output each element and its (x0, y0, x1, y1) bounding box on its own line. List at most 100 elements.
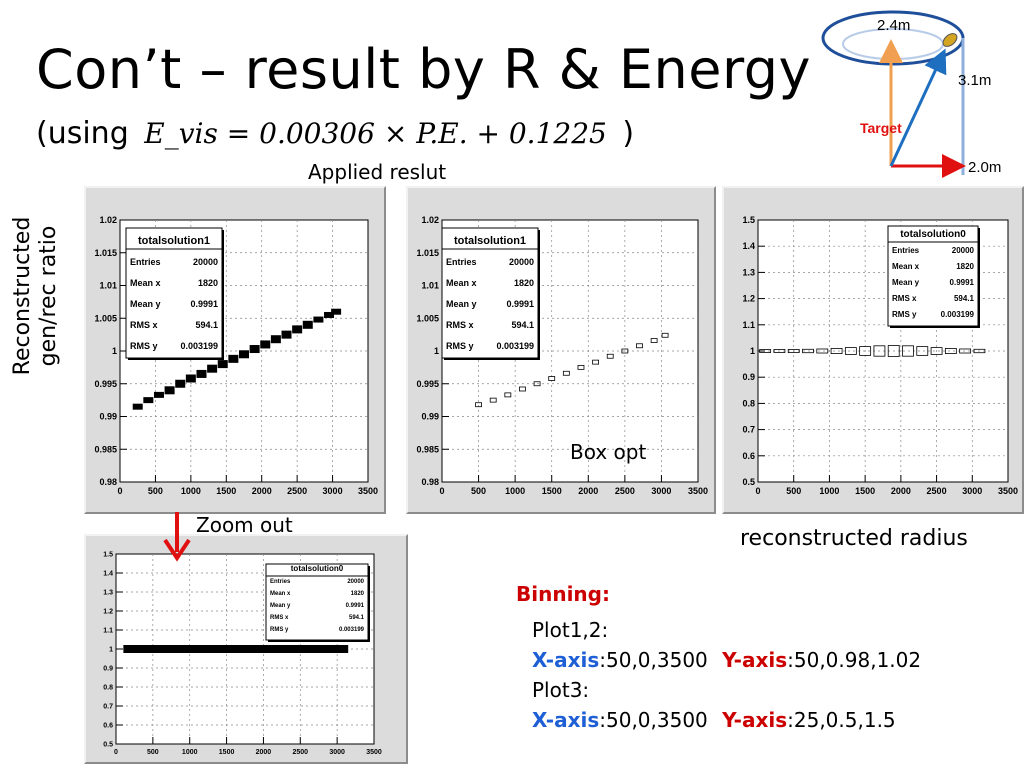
y-tick-label: 0.985 (94, 444, 117, 454)
stats-row-value: 0.9991 (950, 278, 975, 287)
plot-panel-3: 0 500 1000 1500 2000 2500 3000 3500 0.5 0.6 0.7 0.8… (722, 186, 1024, 514)
y-tick-label: 0.99 (99, 412, 117, 422)
x-tick-label: 0 (755, 486, 760, 496)
y-tick-label: 0.5 (742, 477, 755, 487)
data-point (132, 403, 143, 410)
x-tick-label: 2500 (292, 749, 308, 756)
stats-row-value: 594.1 (349, 615, 365, 621)
x-tick-label: 2500 (927, 486, 947, 496)
stats-box-title: totalsolution1 (454, 235, 526, 247)
stats-row-label: Entries (270, 579, 291, 585)
data-point (519, 386, 526, 392)
data-point (302, 320, 313, 329)
data-point (175, 379, 186, 388)
data-point (489, 397, 497, 403)
x-tick-label: 3500 (998, 486, 1018, 496)
y-axis-title-line2: gen/rec ratio (36, 225, 61, 367)
y-tick-label: 1 (109, 646, 113, 653)
x-tick-label: 0 (114, 749, 118, 756)
data-point (281, 330, 292, 339)
x-tick-label: 2500 (615, 486, 635, 496)
data-point (859, 346, 872, 356)
stats-row-value: 20000 (193, 257, 218, 267)
binning-heading: Binning: (516, 582, 610, 606)
data-point (475, 402, 482, 408)
data-point (313, 316, 324, 323)
stats-row-label: Mean y (446, 299, 477, 309)
y-axis-title-line1: Reconstructed (10, 216, 35, 376)
stats-row-label: Mean y (892, 278, 920, 287)
data-point (143, 397, 154, 404)
x-tick-label: 3000 (651, 486, 671, 496)
y-tick-label: 1 (750, 346, 755, 356)
plot-3-svg: 0 500 1000 1500 2000 2500 3000 3500 0.5 0.6 0.7 0.8… (742, 215, 1018, 496)
y-tick-label: 0.5 (103, 741, 113, 748)
y-tick-label: 1.02 (99, 215, 117, 225)
detector-geometry-diagram: 2.4m 3.1m Target 2.0m (821, 10, 1001, 178)
x-tick-label: 2000 (891, 486, 911, 496)
subtitle-prefix: (using (36, 116, 129, 151)
x-tick-label: 2000 (256, 749, 272, 756)
diagonal-arrow (889, 48, 947, 167)
height-label: 3.1m (958, 72, 991, 89)
stats-row-value: 594.1 (195, 320, 218, 330)
y-tick-label: 1.1 (742, 320, 755, 330)
x-tick-label: 2000 (252, 486, 272, 496)
x-tick-label: 3500 (366, 749, 382, 756)
stats-row-value: 0.003199 (339, 627, 365, 633)
x-axis-title: reconstructed radius (740, 526, 968, 551)
data-point (196, 369, 207, 378)
data-point (592, 359, 600, 365)
y-tick-label: 0.6 (742, 451, 755, 461)
page-title: Con’t – result by R & Energy (36, 38, 811, 101)
x-tick-label: 3000 (323, 486, 343, 496)
stats-row-value: 20000 (347, 579, 364, 585)
y-tick-label: 1 (434, 346, 439, 356)
y-tick-label: 0.99 (421, 412, 439, 422)
x-tick-label: 2000 (578, 486, 598, 496)
stats-box (125, 227, 223, 359)
x-tick-label: 500 (147, 749, 159, 756)
y-axis-title: Reconstructed gen/rec ratio (10, 186, 62, 406)
x-tick-label: 0 (117, 486, 122, 496)
data-point (621, 348, 629, 354)
stats-row-value: 20000 (509, 257, 534, 267)
y-tick-label: 1.5 (742, 215, 755, 225)
data-point (249, 345, 260, 354)
data-point (650, 338, 658, 343)
data-point (944, 348, 957, 354)
data-band (123, 645, 349, 653)
data-point (759, 349, 772, 353)
data-point (606, 353, 614, 359)
plot-2-svg: 0 500 1000 1500 2000 2500 3000 3500 0.98 0.985 0.9… (416, 215, 708, 496)
box-opt-label: Box opt (570, 440, 647, 464)
y-tick-label: 1.2 (103, 608, 113, 615)
stats-row-label: RMS x (270, 615, 289, 621)
stats-row-value: 0.9991 (506, 299, 534, 309)
stats-row-value: 0.003199 (180, 341, 218, 351)
data-point (270, 335, 281, 344)
data-point (787, 349, 800, 353)
y-tick-label: 1 (112, 346, 117, 356)
stats-row-value: 0.9991 (190, 299, 218, 309)
stats-row-label: RMS y (270, 627, 289, 633)
data-point (548, 376, 556, 381)
stats-row-value: 1820 (351, 591, 365, 597)
subtitle-suffix: ) (622, 116, 635, 151)
stats-row-label: RMS y (892, 310, 917, 319)
x-tick-label: 1500 (855, 486, 875, 496)
y-tick-label: 1.01 (99, 281, 117, 291)
y-tick-label: 1.005 (416, 313, 439, 323)
stats-box (441, 227, 539, 359)
data-point (902, 345, 914, 357)
y-tick-label: 1.015 (416, 248, 439, 258)
top-length-label: 2.4m (877, 17, 910, 34)
x-tick-label: 0 (439, 486, 444, 496)
zoom-down-arrow-icon (163, 512, 191, 562)
y-tick-label: 0.985 (416, 444, 439, 454)
stats-row-label: Mean x (270, 591, 291, 597)
y-tick-label: 0.98 (421, 477, 439, 487)
y-tick-label: 0.7 (742, 425, 755, 435)
stats-row-label: Mean x (130, 278, 161, 288)
energy-equation: E_vis = 0.00306 × P.E. + 0.1225 (144, 117, 607, 150)
